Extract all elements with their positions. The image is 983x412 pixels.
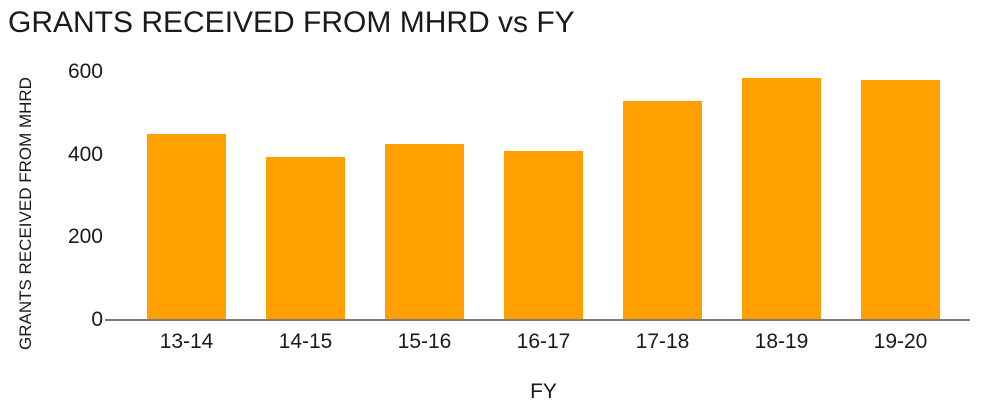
x-tick-13-14: 13-14 [159,330,214,353]
bar-16-17 [504,151,583,320]
bar-14-15 [266,157,345,320]
y-tick-600: 600 [67,60,103,83]
chart-title: GRANTS RECEIVED FROM MHRD vs FY [8,6,575,39]
plot-area [127,72,960,320]
bar-19-20 [861,80,940,320]
x-tick-18-19: 18-19 [754,330,809,353]
x-tick-15-16: 15-16 [397,330,452,353]
y-tick-200: 200 [67,225,103,248]
x-tick-19-20: 19-20 [873,330,928,353]
bar-17-18 [623,101,702,320]
x-tick-17-18: 17-18 [635,330,690,353]
x-tick-16-17: 16-17 [516,330,571,353]
bar-18-19 [742,78,821,320]
x-axis-line [105,319,970,321]
x-tick-14-15: 14-15 [278,330,333,353]
bar-15-16 [385,144,464,320]
y-tick-400: 400 [67,143,103,166]
x-axis-label: FY [530,380,557,403]
bar-13-14 [147,134,226,320]
y-tick-0: 0 [91,308,103,331]
